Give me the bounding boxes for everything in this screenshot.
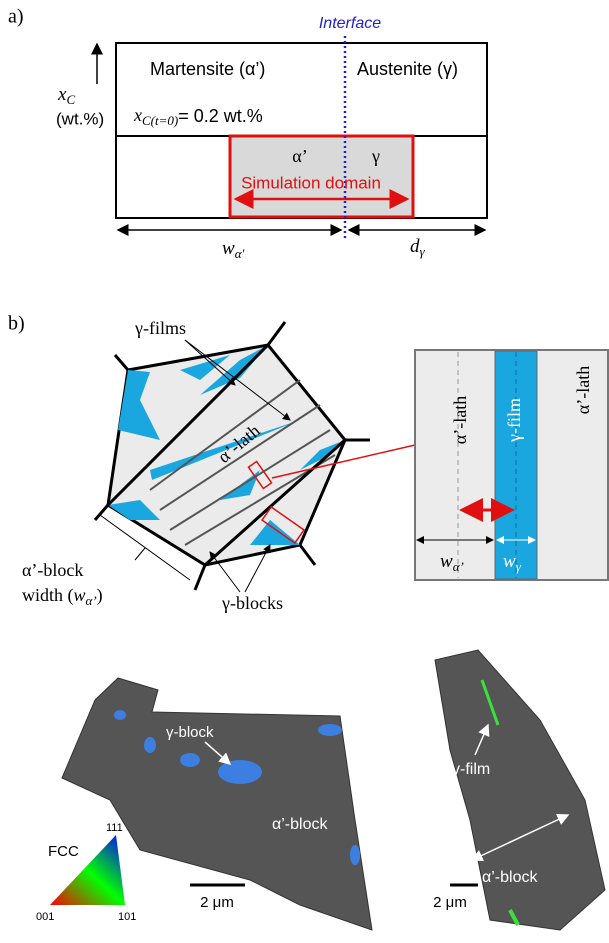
pointer — [474, 723, 490, 756]
legend-corner: 111 — [106, 822, 123, 834]
scale-label: 2 μm — [433, 894, 467, 911]
panel-label: a) — [8, 6, 24, 28]
lath-marker — [247, 460, 273, 490]
grain-edges — [93, 321, 370, 591]
panel-label: b) — [8, 313, 25, 335]
legend-title: FCC — [48, 843, 79, 860]
pointer — [184, 339, 236, 386]
dimension-arrow — [470, 814, 570, 861]
legend-corner: 001 — [36, 911, 54, 923]
value: = 0.2 wt.% — [178, 106, 263, 126]
block-marker — [260, 505, 306, 545]
zoom-line — [271, 444, 416, 479]
inset-label: γ-film — [504, 398, 524, 443]
symbol: x — [133, 105, 142, 125]
phase-label: Austenite (γ) — [357, 59, 458, 79]
symbol: w — [222, 238, 235, 259]
annotation: α’-block — [272, 816, 328, 833]
annotation: width (wα’) — [22, 585, 103, 608]
symbol: d — [410, 236, 420, 257]
symbol: x — [57, 84, 67, 105]
subscript: C — [66, 92, 75, 107]
domain-label: Simulation domain — [241, 173, 381, 192]
bracket — [99, 514, 191, 581]
dimension-label: wα’ — [440, 551, 464, 574]
subscript: γ — [420, 244, 426, 259]
block-boundary — [204, 438, 346, 567]
subscript: α′ — [235, 246, 245, 261]
dimension-label: dγ — [410, 236, 426, 259]
block-boundary — [106, 343, 270, 507]
interface-label: Interface — [319, 15, 381, 32]
symbol: w — [503, 551, 516, 572]
subscript: C(t=0) — [142, 113, 178, 128]
symbol: w — [440, 551, 453, 572]
pointer — [244, 544, 271, 593]
micrograph-right — [434, 649, 606, 931]
scale-label: 2 μm — [200, 894, 234, 911]
austenite-islands — [114, 710, 360, 865]
text: width ( — [22, 585, 74, 606]
symbol: w — [74, 585, 86, 605]
axis-label: xC — [57, 84, 75, 107]
annotation: α’-block — [482, 869, 538, 886]
ipf-legend — [50, 835, 125, 905]
phase-label: Martensite (α’) — [150, 59, 265, 79]
annotation: γ-block — [166, 724, 214, 741]
phase-symbol: α’ — [292, 146, 307, 166]
annotation: α’-block — [22, 560, 83, 580]
phase-symbol: γ — [371, 146, 380, 166]
annotation: γ-blocks — [221, 593, 283, 613]
austenite-regions — [108, 345, 345, 545]
annotation: γ-films — [134, 318, 186, 338]
inset-label: α’-lath — [450, 396, 470, 444]
inset-label: α’-lath — [573, 366, 593, 414]
subscript: α’ — [86, 593, 97, 608]
pointer — [184, 339, 291, 421]
film-trace — [480, 679, 500, 726]
micrograph-left — [61, 677, 373, 931]
annotation: γ-film — [452, 761, 490, 778]
text: ) — [97, 585, 103, 606]
initial-concentration: xC(t=0)= 0.2 wt.% — [133, 105, 263, 128]
pointer — [204, 741, 232, 765]
axis-unit: (wt.%) — [56, 109, 104, 128]
subscript: α’ — [453, 559, 464, 574]
pointer — [209, 551, 241, 593]
film-trace — [508, 909, 520, 926]
legend-corner: 101 — [118, 911, 136, 923]
dimension-label: wα′ — [222, 238, 245, 261]
subscript: γ — [516, 559, 522, 574]
dimension-label: wγ — [503, 551, 522, 574]
